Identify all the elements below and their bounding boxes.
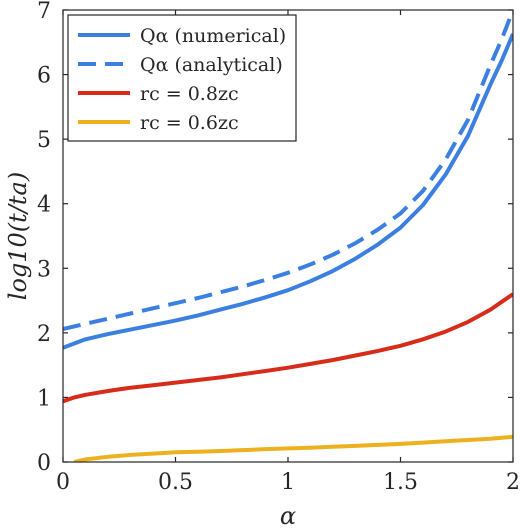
y-tick-label: 5 (37, 128, 51, 153)
series-line-1 (63, 33, 513, 350)
legend-label-1: Qα (numerical) (140, 25, 286, 47)
x-tick-label: 0 (56, 470, 70, 495)
legend-label-4: rc = 0.6zc (140, 112, 239, 134)
y-tick-label: 3 (37, 257, 51, 282)
y-tick-label: 2 (37, 322, 51, 347)
x-tick-label: 0.5 (158, 470, 193, 495)
legend: Qα (numerical) Qα (analytical) rc = 0.8zc r… (67, 14, 297, 142)
series-line-4 (73, 434, 513, 462)
legend-label-2: Qα (analytical) (140, 54, 283, 76)
series-layer (63, 10, 513, 462)
x-tick-label: 2 (506, 470, 520, 495)
x-tick-label: 1.5 (383, 470, 418, 495)
y-tick-label: 4 (37, 193, 51, 218)
legend-label-3: rc = 0.8zc (140, 83, 239, 105)
series-line-2 (63, 10, 513, 331)
y-axis-title-text: log10(t/ta) (4, 172, 32, 300)
y-tick-label: 6 (37, 64, 51, 89)
y-tick-label: 1 (37, 386, 51, 411)
y-tick-label: 0 (37, 451, 51, 476)
y-tick-label: 7 (37, 0, 51, 24)
x-axis-title: α (280, 502, 296, 529)
y-axis-title: log10(t/ta) (4, 172, 32, 300)
ticks-layer: 0 0.5 1 1.5 2 0 1 2 3 4 5 6 7 (37, 0, 520, 495)
series-line-3 (63, 292, 513, 404)
x-tick-label: 1 (281, 470, 295, 495)
